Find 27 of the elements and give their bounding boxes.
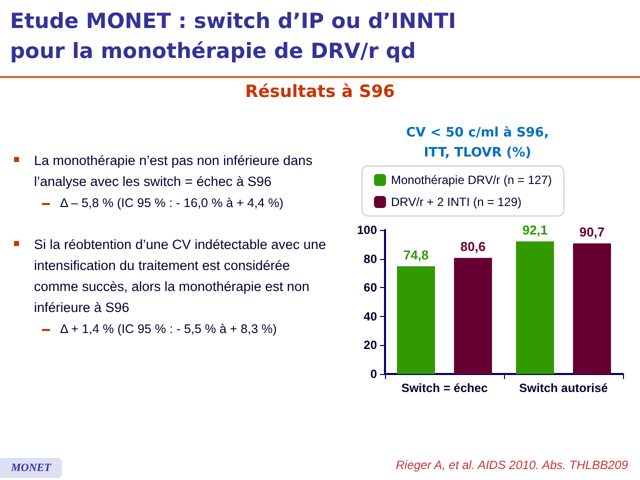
text: MONET [0,458,62,478]
data-label: 80,6 [460,238,486,254]
legend-label: DRV/r + 2 INTI (n = 129) [391,195,522,209]
data-label: 74,8 [403,247,429,262]
text: Rieger A, et al. AIDS 2010. Abs. THLBB209 [396,458,628,472]
chart-title: Etude MONET : switch d’IP ou d’INNTI pour la monothérapie de DRV/r qd [10,8,456,65]
y-tick-label: 20 [364,338,378,352]
y-tick-label: 40 [364,309,378,324]
y-tick-label: 80 [364,252,378,266]
bar [516,241,554,374]
x-tick-label: Switch autorisé [519,381,608,395]
y-tick-label: 60 [364,280,378,295]
bar [397,266,435,374]
bar [454,258,492,374]
x-tick-label: Switch = échec [401,381,488,395]
text: La monothérapie n’est pas non inférieure dans l’analyse avec les switch = échec à S96 [12,150,332,192]
data-label: 92,1 [522,222,548,238]
text: Δ + 1,4 % (IC 95 % : - 5,5 % à + 8,3 %) [59,321,278,338]
text: Si la réobtention d’une CV indétectable avec une intensification du traitement est considérée comme succès, alors la monothérapie est non inférieure à S96 [12,234,332,318]
legend-label: Monothérapie DRV/r (n = 127) [391,173,552,187]
bar [573,243,611,374]
y-tick-label: 100 [356,223,378,237]
y-axis-title: CV < 50 c/ml à S96, ITT, TLOVR (%) [406,126,549,160]
chart-subtitle: Résultats à S96 [244,82,396,102]
data-label: 90,7 [579,224,605,240]
y-tick-label: 0 [370,367,378,381]
text: Δ – 5,8 % (IC 95 % : - 16,0 % à + 4,4 %) [59,195,284,212]
